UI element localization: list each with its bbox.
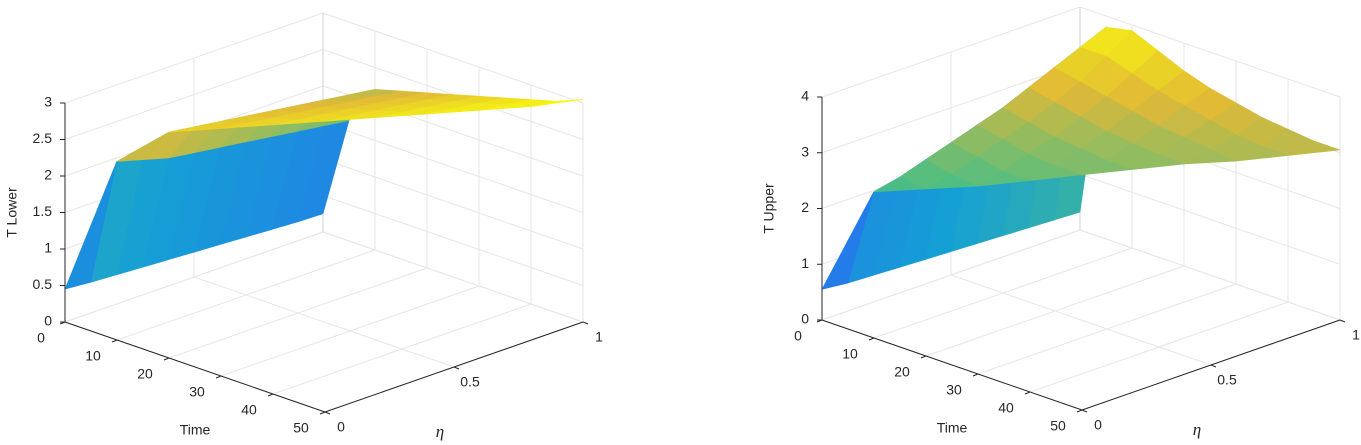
x-axis-title: Time bbox=[937, 420, 968, 436]
z-tick-label: 2.5 bbox=[33, 130, 53, 146]
x-tick bbox=[319, 411, 326, 415]
grid-line bbox=[193, 276, 455, 368]
grid-line bbox=[322, 231, 584, 323]
z-tick-label: 0.5 bbox=[33, 276, 53, 292]
grid-line bbox=[1079, 173, 1341, 265]
z-axis-title: T Upper bbox=[761, 183, 777, 234]
surface-patch bbox=[1029, 165, 1082, 181]
y-tick bbox=[324, 411, 331, 415]
x-tick-label: 30 bbox=[189, 384, 205, 400]
x-axis bbox=[821, 319, 1083, 411]
grid-line bbox=[64, 49, 324, 140]
y-tick bbox=[1210, 364, 1217, 368]
y-axis-title: η bbox=[436, 422, 444, 441]
grid-line bbox=[322, 158, 584, 250]
z-tick-label: 1 bbox=[44, 240, 52, 256]
z-tick-label: 1 bbox=[801, 255, 809, 271]
x-tick bbox=[1024, 391, 1031, 395]
z-tick-label: 0 bbox=[44, 313, 52, 329]
grid-line bbox=[322, 122, 584, 213]
surface-patch bbox=[116, 131, 169, 162]
surface-patch bbox=[1132, 154, 1185, 170]
grid-line bbox=[1079, 6, 1341, 98]
surface-patch bbox=[375, 111, 428, 118]
x-tick-label: 20 bbox=[137, 366, 153, 382]
x-tick bbox=[163, 357, 170, 361]
z-tick-label: 2 bbox=[44, 167, 52, 183]
z-tick-label: 3 bbox=[801, 143, 809, 159]
z-tick-label: 0 bbox=[801, 311, 809, 327]
surface-patch bbox=[64, 161, 118, 290]
x-tick-label: 10 bbox=[842, 346, 858, 362]
x-tick-label: 40 bbox=[998, 400, 1014, 416]
x-tick bbox=[111, 339, 118, 343]
grid-line bbox=[821, 62, 1081, 154]
y-tick-label: 0.5 bbox=[460, 374, 480, 390]
x-axis bbox=[64, 321, 326, 413]
z-tick-label: 1.5 bbox=[33, 203, 53, 219]
y-tick bbox=[1339, 319, 1346, 323]
x-tick-label: 0 bbox=[794, 328, 802, 344]
surface-patch bbox=[873, 176, 926, 193]
y-tick-label: 1 bbox=[1352, 327, 1360, 343]
z-tick-label: 2 bbox=[801, 199, 809, 215]
grid-line bbox=[821, 229, 1081, 321]
y-tick-label: 1 bbox=[595, 329, 603, 345]
x-tick bbox=[215, 375, 222, 379]
x-tick-label: 10 bbox=[85, 348, 101, 364]
surface-patch bbox=[821, 191, 875, 290]
grid-line bbox=[1079, 229, 1341, 321]
surface-patch bbox=[220, 122, 273, 129]
surface-patch bbox=[1080, 160, 1133, 176]
surface-patch bbox=[168, 126, 221, 133]
y-tick bbox=[453, 366, 460, 370]
grid-line bbox=[322, 12, 584, 104]
x-tick bbox=[868, 337, 875, 341]
surface-patch bbox=[925, 174, 978, 190]
grid-line bbox=[64, 12, 324, 104]
y-tick-label: 0 bbox=[1094, 417, 1102, 433]
x-tick bbox=[972, 373, 979, 377]
grid-line bbox=[64, 231, 324, 323]
x-tick-label: 20 bbox=[894, 364, 910, 380]
grid-line bbox=[322, 195, 584, 286]
y-tick-label: 0 bbox=[337, 419, 345, 435]
x-tick-label: 50 bbox=[293, 420, 309, 436]
y-tick bbox=[582, 321, 589, 325]
surface-patch bbox=[1288, 140, 1341, 156]
surface-patch bbox=[1184, 148, 1237, 165]
z-axis-title: T Lower bbox=[4, 187, 20, 238]
x-tick bbox=[267, 393, 274, 397]
x-axis-title: Time bbox=[180, 422, 211, 438]
surface-patch bbox=[1236, 146, 1289, 162]
x-tick bbox=[920, 355, 927, 359]
surface-patch bbox=[531, 99, 584, 107]
surface-patch bbox=[427, 108, 480, 115]
grid-line bbox=[950, 274, 1212, 366]
x-tick-label: 0 bbox=[37, 330, 45, 346]
z-tick-label: 4 bbox=[801, 88, 809, 104]
surface-patch bbox=[479, 104, 532, 111]
y-tick-label: 0.5 bbox=[1217, 372, 1237, 388]
z-tick-label: 3 bbox=[44, 94, 52, 110]
y-tick bbox=[1081, 409, 1088, 413]
y-axis-title: η bbox=[1193, 420, 1201, 439]
x-tick bbox=[1076, 409, 1083, 413]
x-tick-label: 40 bbox=[241, 402, 257, 418]
surface-patch bbox=[323, 115, 376, 122]
x-tick-label: 30 bbox=[946, 382, 962, 398]
x-tick-label: 50 bbox=[1050, 418, 1066, 434]
grid-line bbox=[821, 6, 1081, 98]
surface-patch bbox=[272, 119, 325, 126]
surface-patch bbox=[977, 171, 1030, 187]
